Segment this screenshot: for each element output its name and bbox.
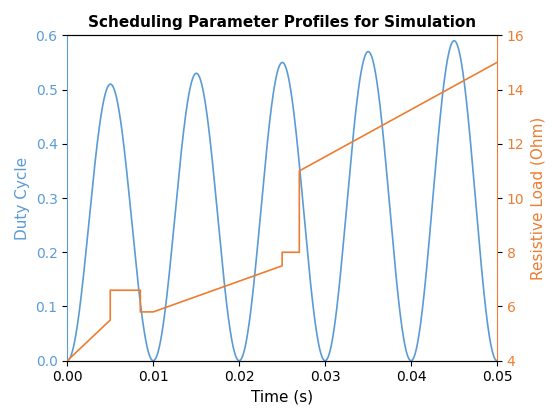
Y-axis label: Resistive Load (Ohm): Resistive Load (Ohm) [530, 116, 545, 280]
Title: Scheduling Parameter Profiles for Simulation: Scheduling Parameter Profiles for Simula… [88, 15, 476, 30]
Y-axis label: Duty Cycle: Duty Cycle [15, 157, 30, 239]
X-axis label: Time (s): Time (s) [251, 390, 313, 405]
